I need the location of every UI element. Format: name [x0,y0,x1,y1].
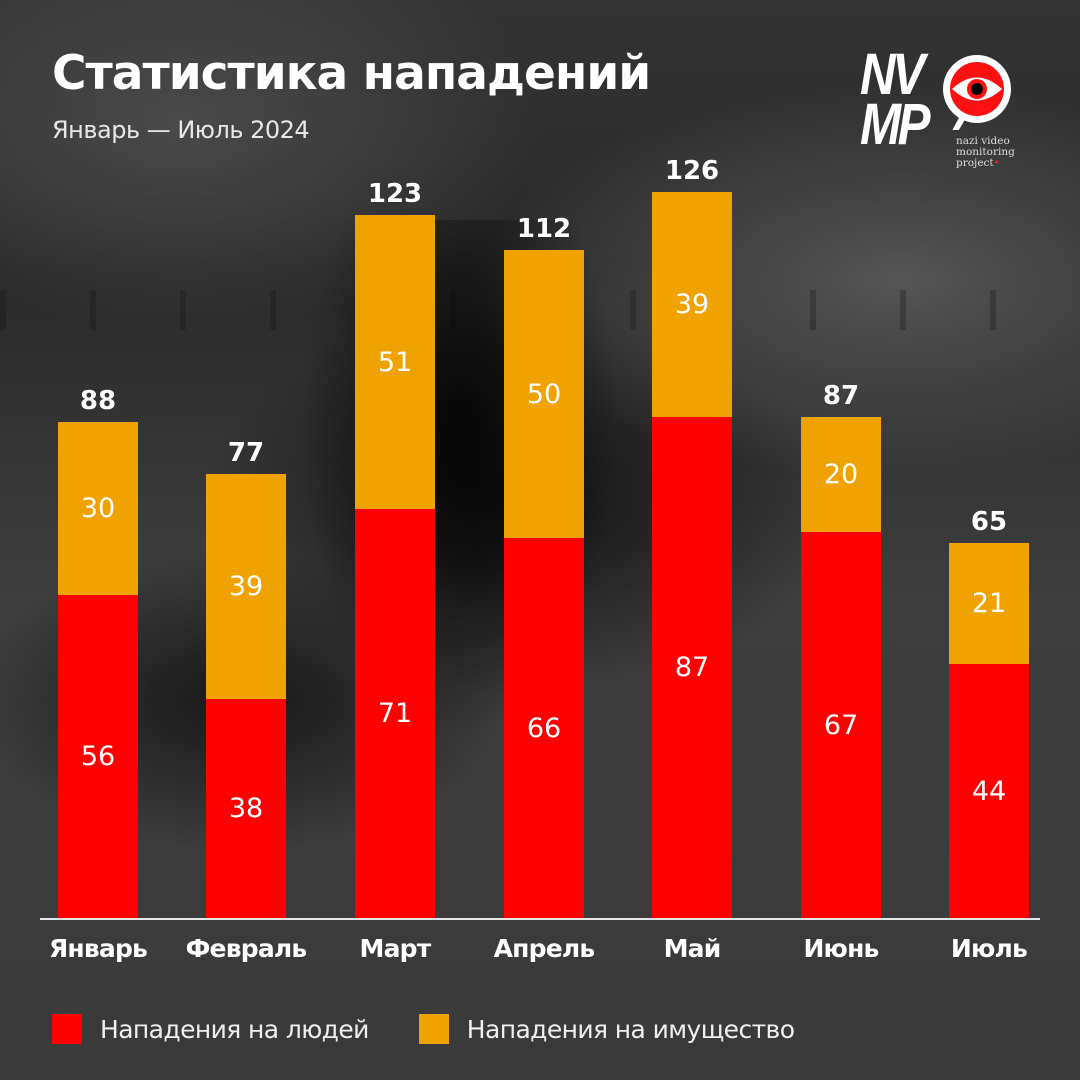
bar-total-label: 123 [367,179,423,209]
legend: Нападения на людей Нападения на имуществ… [52,1014,844,1044]
bar-segment-people: 38 [206,699,286,918]
chart-title: Статистика нападений [52,46,651,101]
x-axis-category-label: Июль [950,934,1028,963]
bar-segment-property: 51 [355,215,435,509]
eye-icon [943,55,1011,130]
bar-total-label: 87 [822,381,860,411]
legend-item-property: Нападения на имущество [418,1014,795,1044]
logo-letters: NV MP [860,42,931,157]
bar-segment-people: 67 [801,532,881,918]
x-axis-line [40,918,1040,920]
bar-total-label: 112 [516,214,572,244]
bar-segment-property: 39 [652,192,732,417]
bar-segment-property: 21 [949,543,1029,664]
legend-swatch-property [418,1014,449,1044]
bar-segment-people: 66 [504,538,584,918]
bar-segment-people: 71 [355,509,435,918]
legend-swatch-people [52,1014,82,1044]
bar-segment-people: 56 [58,595,138,918]
bar-segment-property: 50 [504,250,584,538]
bar-segment-property: 20 [801,417,881,532]
bar-total-label: 126 [664,156,720,186]
nvmp-logo: NV MP nazi video monitoring project• [860,42,1030,175]
bar-segment-property: 39 [206,474,286,699]
bar-segment-people: 87 [652,417,732,918]
x-axis-category-label: Июнь [803,934,879,963]
bar-total-label: 77 [227,438,265,468]
bar-segment-property: 30 [58,422,138,595]
x-axis-category-label: Апрель [493,934,596,963]
bar-total-label: 88 [79,386,117,416]
bar-segment-people: 44 [949,664,1029,918]
chart-subtitle: Январь — Июль 2024 [52,116,310,144]
x-axis-category-label: Февраль [185,934,308,963]
bar-total-label: 65 [970,507,1008,537]
x-axis-category-label: Март [359,934,432,963]
x-axis-category-label: Май [663,934,722,963]
legend-item-people: Нападения на людей [52,1014,369,1044]
x-axis-category-label: Январь [48,934,148,963]
logo-tagline: nazi video monitoring project• [956,135,1015,169]
